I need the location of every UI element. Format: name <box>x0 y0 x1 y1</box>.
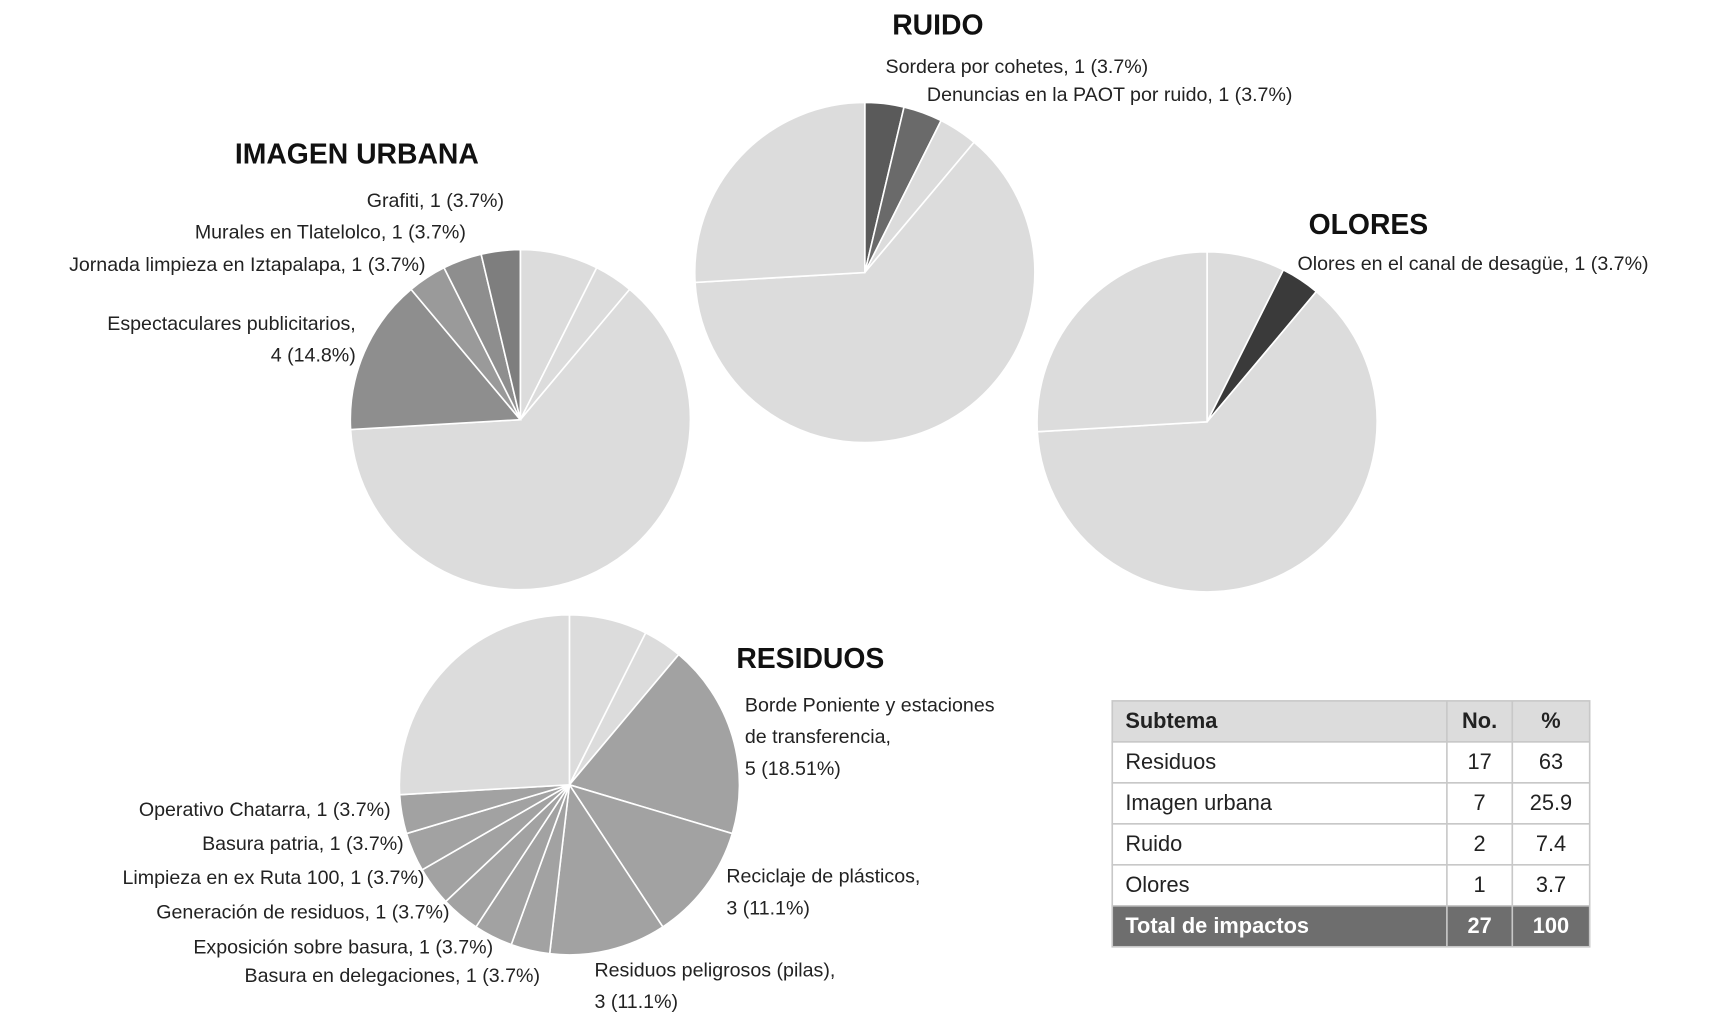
table-cell: 63 <box>1539 749 1563 774</box>
table-cell: 3.7 <box>1536 872 1566 897</box>
slice-label: Reciclaje de plásticos, <box>726 866 920 888</box>
slice-label: Murales en Tlatelolco, 1 (3.7%) <box>195 221 466 243</box>
table-cell: 27 <box>1467 913 1491 938</box>
table-cell: 100 <box>1533 913 1569 938</box>
slice-label: 3 (11.1%) <box>726 897 810 919</box>
table-cell: Ruido <box>1125 831 1182 856</box>
pie-slice <box>349 288 523 431</box>
pie-slice <box>398 613 571 796</box>
table-row <box>1111 864 1591 907</box>
table-cell: 1 <box>1474 872 1486 897</box>
table-cell: 25.9 <box>1530 790 1572 815</box>
pie-slice <box>548 782 664 956</box>
slice-label: Operativo Chatarra, 1 (3.7%) <box>139 799 391 821</box>
slice-label: Limpieza en ex Ruta 100, 1 (3.7%) <box>122 867 424 889</box>
pie-slice <box>567 653 741 835</box>
table-row <box>1111 823 1591 866</box>
pie-slice <box>1036 290 1378 593</box>
pie-slice <box>693 101 866 284</box>
table-row <box>1111 741 1591 784</box>
slice-label: 3 (11.1%) <box>594 991 678 1013</box>
slice-label: Residuos peligrosos (pilas), <box>594 959 835 981</box>
table-cell: No. <box>1462 708 1497 733</box>
table-cell: Subtema <box>1125 708 1218 733</box>
table-cell: 17 <box>1467 749 1491 774</box>
slice-label: Basura en delegaciones, 1 (3.7%) <box>245 965 540 987</box>
table-row <box>1111 904 1591 948</box>
table-row <box>1111 782 1591 825</box>
table-cell: 2 <box>1474 831 1486 856</box>
table-row <box>1111 700 1591 743</box>
slice-label: Jornada limpieza en Iztapalapa, 1 (3.7%) <box>69 254 425 276</box>
table-cell: 7 <box>1474 790 1486 815</box>
slice-label: Grafiti, 1 (3.7%) <box>367 190 504 212</box>
slice-label: Generación de residuos, 1 (3.7%) <box>156 902 449 924</box>
table-cell: 7.4 <box>1536 831 1566 856</box>
slice-label: Basura patria, 1 (3.7%) <box>202 833 404 855</box>
slice-label: 5 (18.51%) <box>745 758 841 780</box>
pie-slice <box>349 288 692 591</box>
slice-label: Olores en el canal de desagüe, 1 (3.7%) <box>1298 253 1649 275</box>
table-cell: Olores <box>1125 872 1189 897</box>
pie-slice <box>1036 250 1208 433</box>
pie-title: RESIDUOS <box>736 643 884 675</box>
slice-label: Borde Poniente y estaciones <box>745 695 995 717</box>
pie-title: RUIDO <box>892 10 983 42</box>
table-cell: % <box>1541 708 1560 733</box>
slice-label: 4 (14.8%) <box>271 345 356 367</box>
slice-label: Espectaculares publicitarios, <box>107 313 356 335</box>
pie-slice <box>567 783 734 929</box>
table-cell: Imagen urbana <box>1125 790 1273 815</box>
pie-title: IMAGEN URBANA <box>235 138 479 170</box>
pie-title: OLORES <box>1309 209 1429 241</box>
pie-slice <box>694 141 1036 444</box>
slice-label: Sordera por cohetes, 1 (3.7%) <box>886 56 1149 78</box>
table-cell: Total de impactos <box>1125 913 1309 938</box>
slice-label: Denuncias en la PAOT por ruido, 1 (3.7%) <box>927 84 1293 106</box>
slice-label: de transferencia, <box>745 726 891 748</box>
slice-label: Exposición sobre basura, 1 (3.7%) <box>193 937 493 959</box>
table-cell: Residuos <box>1125 749 1216 774</box>
pie-slice <box>480 248 522 420</box>
